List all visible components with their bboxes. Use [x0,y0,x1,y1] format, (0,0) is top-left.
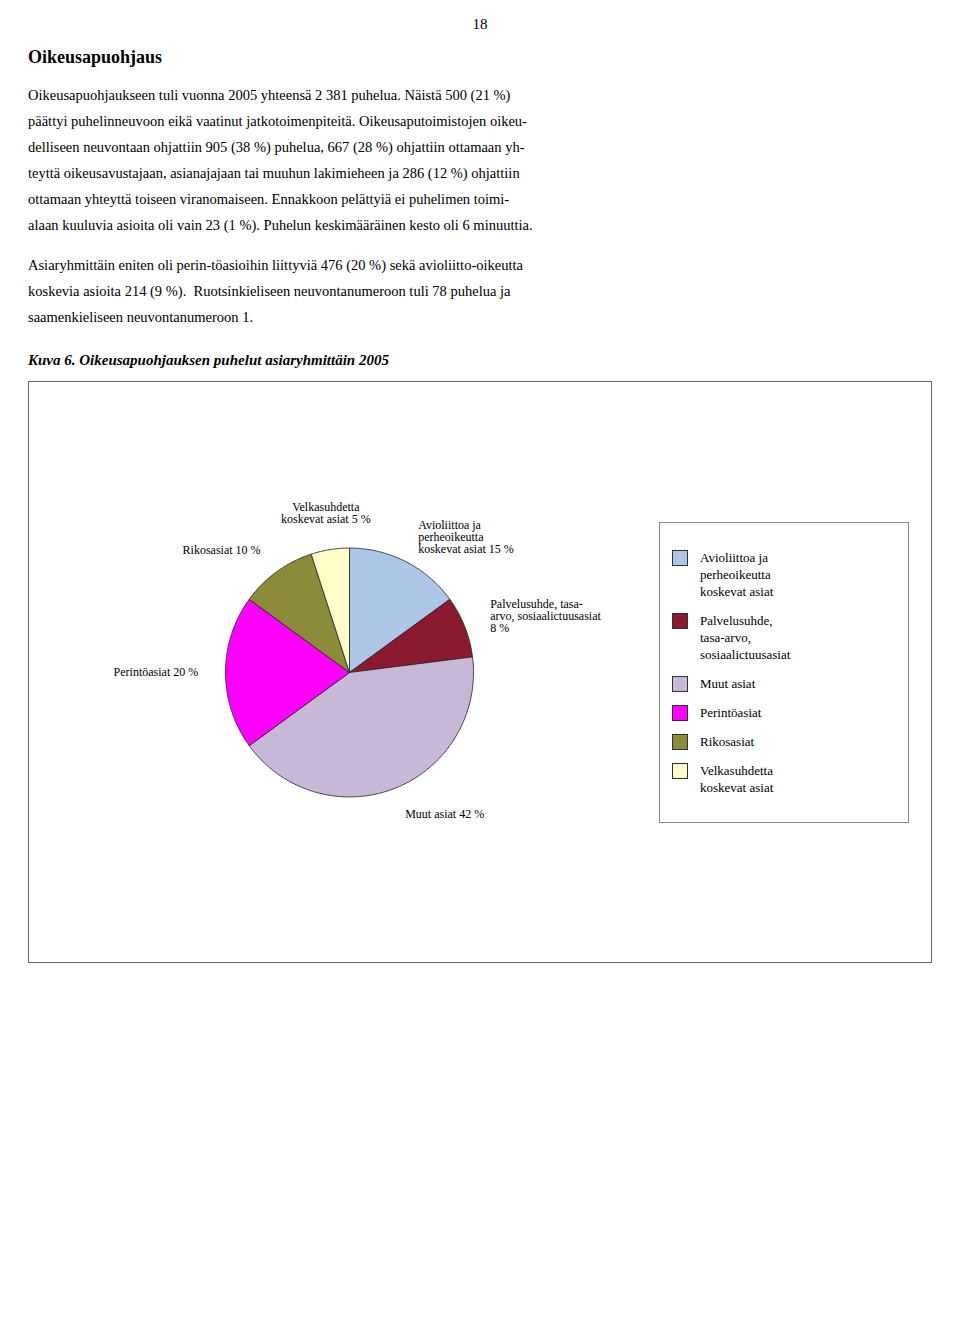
html-text:ottamaan yhteyttä toiseen vira: ottamaan yhteyttä toiseen viranomaiseen.… [28,191,510,207]
html-text:Rikosasiat: Rikosasiat [700,733,755,749]
html-text:koskevia asioita 214 (9 %). Ru: koskevia asioita 214 (9 %). Ruotsinkieli… [28,283,511,299]
html-text:Palvelusuhde, tasa-arvo, sosia: Palvelusuhde, tasa-arvo, sosiaalictuusas… [700,612,791,662]
html-text:Oikeusapuohjaukseen tuli vuonn: Oikeusapuohjaukseen tuli vuonna 2005 yht… [28,87,511,103]
svg-text:Velkasuhdettakoskevat asiat 5: Velkasuhdettakoskevat asiat 5 % [281,500,371,526]
html-text:päättyi puhelinneuvoon eikä va: päättyi puhelinneuvoon eikä vaatinut jat… [28,113,527,129]
html-text:saamenkieliseen neuvontanumero: saamenkieliseen neuvontanumeroon 1. [28,309,254,325]
svg-text:Rikosasiat 10 %: Rikosasiat 10 % [183,543,261,557]
svg-text:Avioliittoa japerheoikeuttakos: Avioliittoa japerheoikeuttakoskevat asia… [418,518,514,556]
html-text:alaan kuuluvia asioita oli vai: alaan kuuluvia asioita oli vain 23 (1 %)… [28,217,533,233]
svg-text:Perintöasiat 20 %: Perintöasiat 20 % [114,665,199,679]
html-text:Avioliittoa ja perheoikeutta k: Avioliittoa ja perheoikeutta koskevat as… [700,549,774,599]
html-text:Asiaryhmittäin eniten oli peri: Asiaryhmittäin eniten oli perin-töasioih… [28,257,523,273]
html-text:Perintöasiat: Perintöasiat [700,704,762,720]
html-text:teyttä oikeusavustajaan, asian: teyttä oikeusavustajaan, asianajajaan ta… [28,165,520,181]
html-text:18: 18 [472,16,488,32]
svg-text:Palvelusuhde, tasa-arvo, sosia: Palvelusuhde, tasa-arvo, sosiaalictuusas… [490,597,601,635]
html-text:Kuva 6. Oikeusapuohjauksen puh: Kuva 6. Oikeusapuohjauksen puhelut asiar… [28,352,389,368]
html-text:Muut asiat: Muut asiat [700,675,756,691]
html-text:delliseen neuvontaan ohjattiin: delliseen neuvontaan ohjattiin 905 (38 %… [28,139,525,155]
html-text:Oikeusapuohjaus: Oikeusapuohjaus [28,47,163,67]
html-text:Velkasuhdetta koskevat asiat: Velkasuhdetta koskevat asiat [700,762,774,795]
svg-text:Muut asiat 42 %: Muut asiat 42 % [405,807,484,821]
